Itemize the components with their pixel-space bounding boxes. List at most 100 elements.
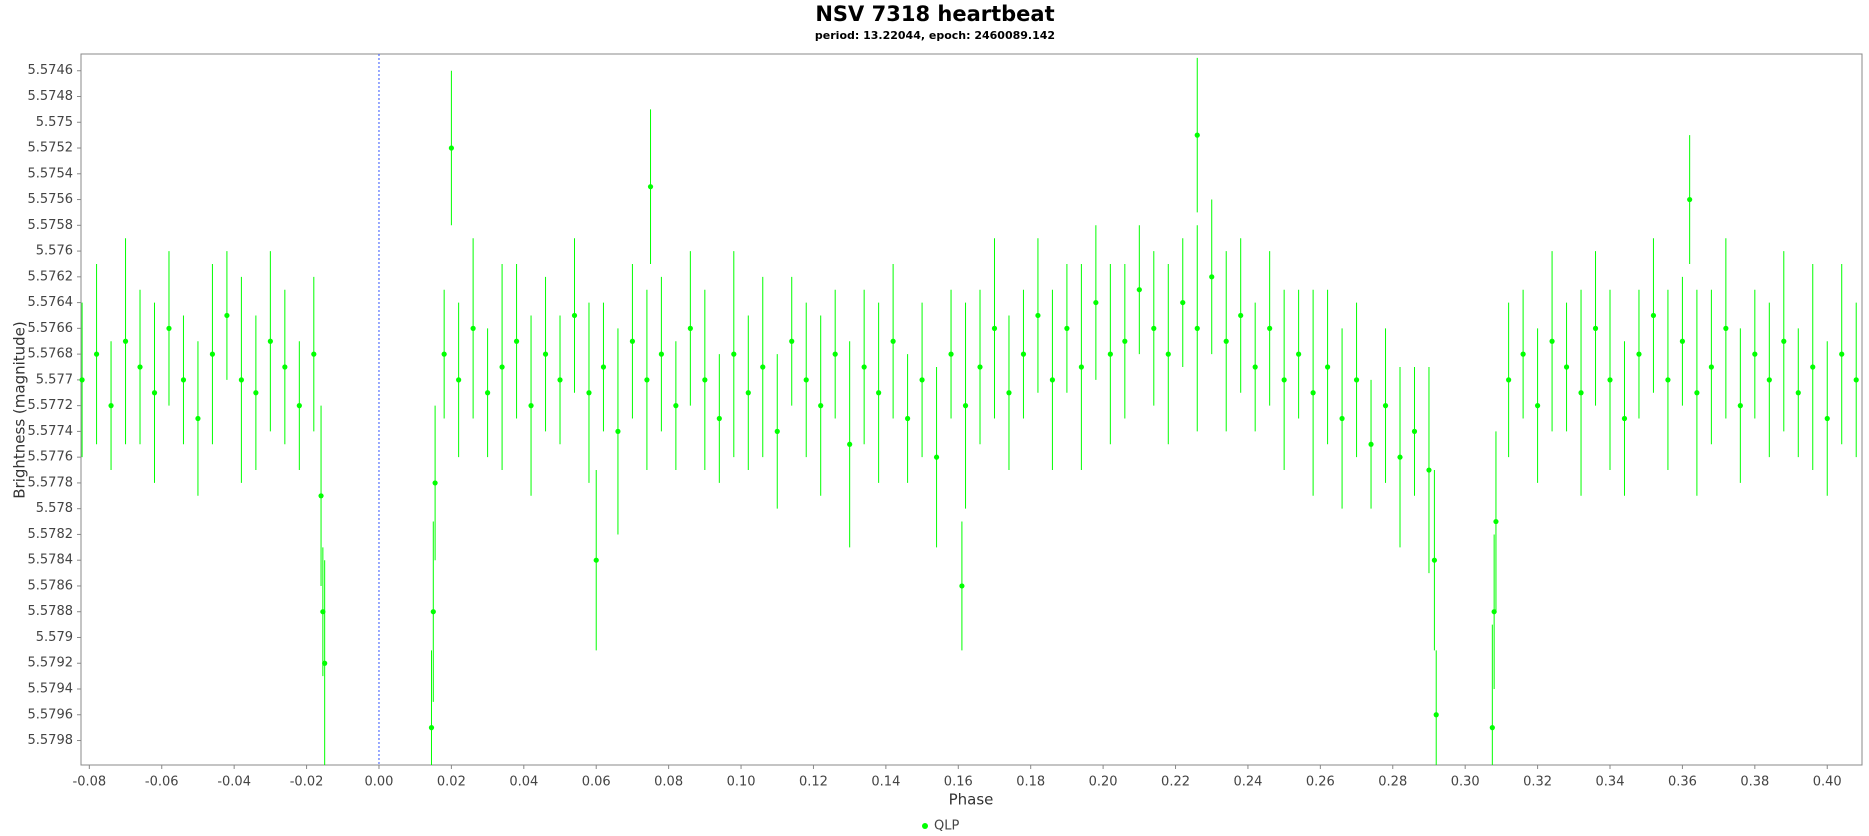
y-tick-label: 5.5798 xyxy=(28,733,74,748)
data-point xyxy=(586,390,592,396)
data-point xyxy=(1194,325,1200,331)
data-point xyxy=(571,312,578,319)
data-point xyxy=(962,403,969,409)
data-point xyxy=(991,325,998,331)
y-tick-label: 5.5772 xyxy=(28,398,74,413)
data-point xyxy=(1636,351,1642,357)
data-point xyxy=(428,725,435,731)
x-tick-label: 0.02 xyxy=(437,775,466,790)
data-point xyxy=(253,390,259,396)
data-point xyxy=(282,364,288,370)
data-point xyxy=(647,184,654,190)
data-point xyxy=(1397,454,1403,460)
data-point xyxy=(499,364,505,370)
y-tick-label: 5.5756 xyxy=(28,192,74,207)
data-point xyxy=(195,415,201,422)
data-point xyxy=(629,338,636,344)
data-point xyxy=(1209,274,1215,280)
x-tick-label: -0.04 xyxy=(217,775,251,790)
data-point xyxy=(658,351,664,357)
data-point xyxy=(959,583,965,589)
x-tick-label: 0.22 xyxy=(1161,775,1190,790)
data-point xyxy=(1687,196,1693,203)
y-tick-label: 5.5746 xyxy=(28,63,74,78)
data-point xyxy=(1353,377,1360,383)
data-point xyxy=(1426,467,1432,473)
data-point xyxy=(1549,338,1555,344)
data-point xyxy=(137,364,143,370)
y-tick-label: 5.5752 xyxy=(28,141,74,156)
data-point xyxy=(1853,377,1859,383)
data-point xyxy=(238,377,244,383)
x-tick-label: 0.40 xyxy=(1813,775,1842,790)
x-axis-label: Phase xyxy=(949,791,994,809)
x-tick-label: 0.38 xyxy=(1740,775,1769,790)
plot-frame xyxy=(80,53,1863,766)
data-point xyxy=(615,428,621,434)
data-point xyxy=(1223,338,1229,344)
data-point xyxy=(1433,712,1439,718)
data-point xyxy=(731,351,737,357)
data-point xyxy=(1339,415,1345,422)
data-point xyxy=(1810,364,1816,370)
x-tick-label: 0.36 xyxy=(1668,775,1697,790)
data-point xyxy=(318,493,324,499)
y-tick-label: 5.5764 xyxy=(28,295,74,310)
data-point xyxy=(760,364,766,370)
data-point xyxy=(1607,377,1613,383)
data-point xyxy=(441,351,447,357)
data-point xyxy=(1238,312,1244,319)
data-point xyxy=(484,390,491,396)
data-point xyxy=(1064,325,1070,331)
data-point xyxy=(1136,287,1142,293)
data-point xyxy=(448,145,454,151)
data-point xyxy=(1534,403,1541,409)
data-point xyxy=(1766,377,1772,383)
data-point xyxy=(1489,725,1495,731)
y-tick-label: 5.5788 xyxy=(28,604,74,619)
data-point xyxy=(1267,325,1273,331)
data-point xyxy=(1563,364,1570,370)
y-tick-label: 5.5762 xyxy=(28,269,74,284)
data-point xyxy=(166,325,172,331)
y-tick-label: 5.5774 xyxy=(28,424,74,439)
y-tick-label: 5.578 xyxy=(36,501,73,516)
y-tick-label: 5.5776 xyxy=(28,450,74,465)
data-point xyxy=(180,377,187,383)
x-tick-label: 0.26 xyxy=(1306,775,1335,790)
data-point xyxy=(1382,403,1389,409)
legend-label: QLP xyxy=(934,819,959,834)
data-point xyxy=(745,390,751,396)
data-point xyxy=(1107,351,1113,357)
data-point xyxy=(1252,364,1258,370)
data-point xyxy=(1093,299,1099,306)
data-point xyxy=(108,403,114,409)
x-tick-label: 0.24 xyxy=(1233,775,1262,790)
y-tick-label: 5.5758 xyxy=(28,218,74,233)
x-tick-label: 0.18 xyxy=(1016,775,1045,790)
data-point xyxy=(847,441,853,447)
x-tick-label: 0.12 xyxy=(799,775,828,790)
data-point xyxy=(1506,377,1512,383)
x-tick-label: 0.28 xyxy=(1378,775,1407,790)
x-tick-label: 0.06 xyxy=(582,775,611,790)
data-point xyxy=(600,364,607,370)
data-point xyxy=(861,364,867,370)
data-point xyxy=(1694,390,1700,396)
y-tick-label: 5.575 xyxy=(36,115,73,130)
data-point xyxy=(1020,351,1027,357)
data-point xyxy=(1151,325,1157,331)
data-point xyxy=(513,338,520,344)
x-tick-label: 0.30 xyxy=(1451,775,1480,790)
data-point xyxy=(93,351,100,357)
data-point xyxy=(1324,364,1331,370)
data-point xyxy=(644,377,650,383)
data-point xyxy=(702,377,708,383)
data-point xyxy=(977,364,983,370)
chart-subtitle: period: 13.22044, epoch: 2460089.142 xyxy=(815,29,1055,42)
data-point xyxy=(1296,351,1302,357)
data-point xyxy=(1368,441,1374,447)
y-tick-label: 5.5782 xyxy=(28,527,74,542)
data-point xyxy=(1578,390,1584,396)
